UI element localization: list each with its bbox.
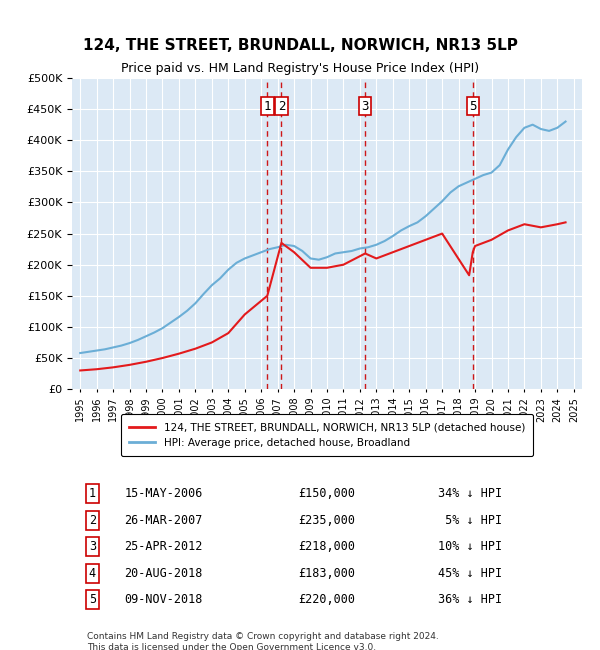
Text: 124, THE STREET, BRUNDALL, NORWICH, NR13 5LP: 124, THE STREET, BRUNDALL, NORWICH, NR13… [83,38,517,53]
Text: 4: 4 [89,567,96,580]
Text: 15-MAY-2006: 15-MAY-2006 [125,488,203,500]
Text: 2: 2 [89,514,96,527]
Text: 3: 3 [361,99,369,112]
Text: 2: 2 [278,99,285,112]
Text: 09-NOV-2018: 09-NOV-2018 [125,593,203,606]
Text: 5: 5 [469,99,476,112]
Text: £218,000: £218,000 [299,540,355,553]
Text: £235,000: £235,000 [299,514,355,527]
Text: £183,000: £183,000 [299,567,355,580]
Text: 3: 3 [89,540,96,553]
Text: 36% ↓ HPI: 36% ↓ HPI [438,593,502,606]
Text: £220,000: £220,000 [299,593,355,606]
Text: 25-APR-2012: 25-APR-2012 [125,540,203,553]
Text: 34% ↓ HPI: 34% ↓ HPI [438,488,502,500]
Text: 1: 1 [89,488,96,500]
Legend: 124, THE STREET, BRUNDALL, NORWICH, NR13 5LP (detached house), HPI: Average pric: 124, THE STREET, BRUNDALL, NORWICH, NR13… [121,414,533,456]
Text: £150,000: £150,000 [299,488,355,500]
Text: 5% ↓ HPI: 5% ↓ HPI [438,514,502,527]
Text: 26-MAR-2007: 26-MAR-2007 [125,514,203,527]
Text: 45% ↓ HPI: 45% ↓ HPI [438,567,502,580]
Text: 20-AUG-2018: 20-AUG-2018 [125,567,203,580]
Text: Contains HM Land Registry data © Crown copyright and database right 2024.
This d: Contains HM Land Registry data © Crown c… [88,632,439,650]
Text: 1: 1 [263,99,271,112]
Text: 10% ↓ HPI: 10% ↓ HPI [438,540,502,553]
Text: Price paid vs. HM Land Registry's House Price Index (HPI): Price paid vs. HM Land Registry's House … [121,62,479,75]
Text: 5: 5 [89,593,96,606]
